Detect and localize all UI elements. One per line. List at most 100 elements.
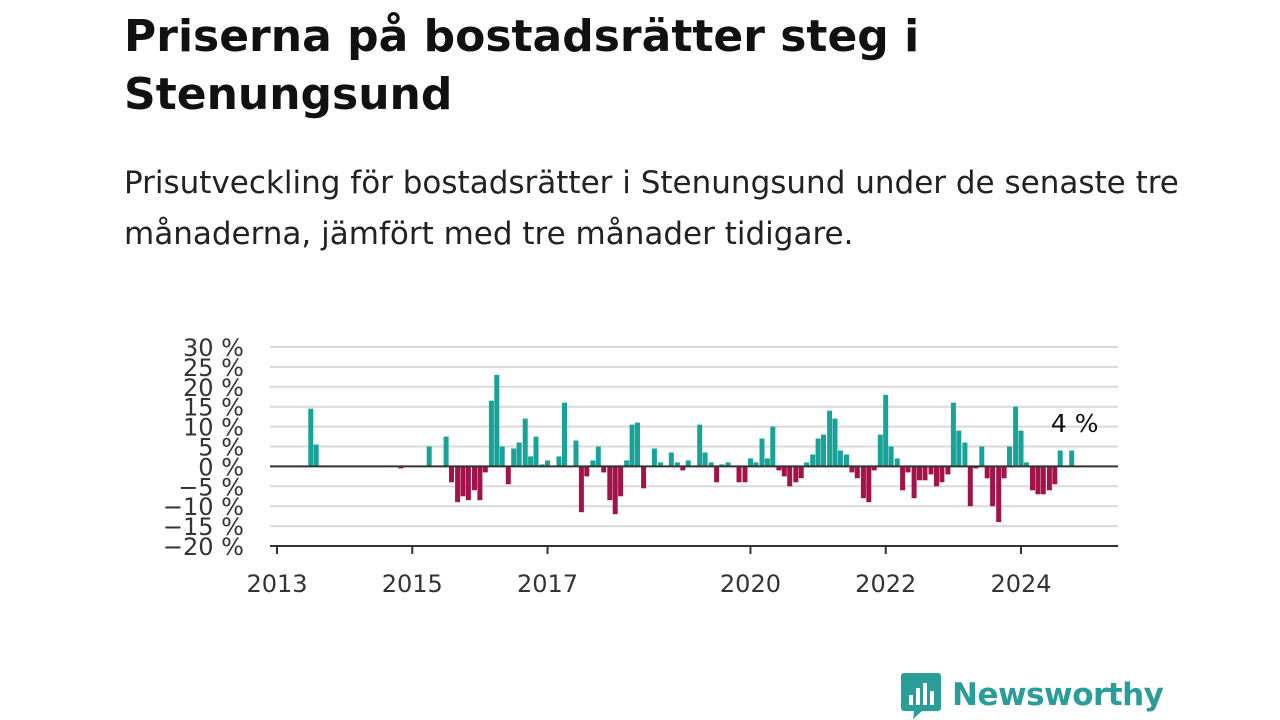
bar — [764, 458, 770, 467]
bar — [742, 466, 748, 483]
bar — [770, 426, 776, 467]
bar — [584, 466, 590, 477]
bar — [1018, 430, 1024, 467]
bar — [708, 462, 714, 467]
page-title: Priserna på bostadsrätter steg i Stenung… — [124, 11, 920, 120]
bar — [883, 394, 889, 467]
bar — [449, 466, 454, 483]
bar — [804, 462, 810, 467]
bar — [308, 408, 314, 467]
bar — [945, 466, 951, 475]
bar — [573, 440, 579, 467]
bar — [624, 460, 630, 467]
bar — [578, 466, 584, 513]
bar — [837, 450, 843, 467]
bar — [516, 442, 522, 467]
y-tick-label: 15 % — [183, 394, 244, 422]
bar — [488, 400, 494, 467]
bar — [934, 466, 939, 487]
bar — [956, 430, 962, 467]
bar — [714, 466, 720, 483]
bar — [860, 466, 866, 499]
x-tick-label: 2022 — [855, 570, 916, 598]
brand-name: Newsworthy — [952, 677, 1164, 713]
bar — [443, 436, 449, 467]
bar — [849, 466, 855, 473]
bar — [499, 446, 505, 467]
bar — [866, 466, 872, 503]
bar — [460, 466, 466, 497]
bar — [793, 466, 799, 483]
y-tick-label: −5 % — [178, 473, 244, 501]
bar — [1007, 446, 1012, 467]
bar — [556, 456, 562, 467]
x-tick-label: 2024 — [990, 570, 1051, 598]
bar — [595, 446, 601, 467]
bar — [612, 466, 618, 515]
bar — [1057, 450, 1063, 467]
bar — [888, 446, 894, 467]
y-tick-label: 5 % — [198, 434, 244, 462]
bar — [533, 436, 539, 467]
bar — [455, 466, 461, 503]
brand-logo: Newsworthy — [900, 670, 1164, 720]
bar — [979, 446, 985, 467]
x-tick-label: 2013 — [246, 570, 307, 598]
bar — [680, 466, 686, 471]
bar — [658, 462, 663, 467]
bar — [607, 466, 613, 501]
y-axis-labels: 30 %25 %20 %15 %10 %5 %0 %−5 %−10 %−15 %… — [163, 334, 244, 561]
bar — [810, 454, 816, 467]
bar — [967, 466, 973, 507]
bar — [990, 466, 996, 507]
bar — [522, 418, 528, 467]
bar — [776, 466, 782, 471]
page-subtitle: Prisutveckling för bostadsrätter i Stenu… — [124, 165, 1179, 252]
bar — [787, 466, 793, 487]
bar — [984, 466, 990, 479]
bar — [629, 424, 635, 467]
bar — [821, 434, 826, 467]
bar — [854, 466, 860, 479]
bar — [1069, 450, 1075, 467]
bar — [939, 466, 945, 483]
bar — [668, 452, 674, 467]
bar — [1023, 462, 1029, 467]
bar — [601, 466, 607, 473]
bar — [1035, 466, 1041, 495]
y-tick-label: −15 % — [163, 513, 244, 541]
latest-value-label: 4 % — [1051, 409, 1099, 438]
bar — [815, 438, 821, 467]
bar — [905, 466, 911, 473]
bar — [827, 410, 833, 467]
bar — [922, 466, 928, 481]
bar-chart-speech-bubble-icon — [901, 673, 941, 719]
bar — [725, 462, 731, 467]
x-axis-ticks: 2013 2015 2017 2020 2022 2024 — [246, 546, 1052, 598]
x-tick-label: 2017 — [517, 570, 578, 598]
bar — [511, 448, 517, 467]
bar — [1001, 466, 1007, 479]
bar — [465, 466, 471, 501]
bar — [877, 434, 883, 467]
y-tick-label: 30 % — [183, 334, 244, 362]
bar — [545, 460, 550, 467]
bar — [494, 374, 500, 467]
bar — [1013, 406, 1019, 467]
bar — [651, 448, 657, 467]
bar — [641, 466, 647, 489]
bar — [1030, 466, 1035, 491]
bar — [674, 462, 680, 467]
bar — [562, 402, 567, 467]
bar — [798, 466, 804, 479]
bar — [753, 462, 759, 467]
bar — [477, 466, 483, 501]
y-tick-label: 25 % — [183, 354, 244, 382]
bar — [472, 466, 477, 491]
bar — [832, 418, 838, 467]
y-tick-label: 20 % — [183, 374, 244, 402]
bar — [917, 466, 922, 481]
bar — [685, 460, 691, 467]
bar — [590, 460, 596, 467]
